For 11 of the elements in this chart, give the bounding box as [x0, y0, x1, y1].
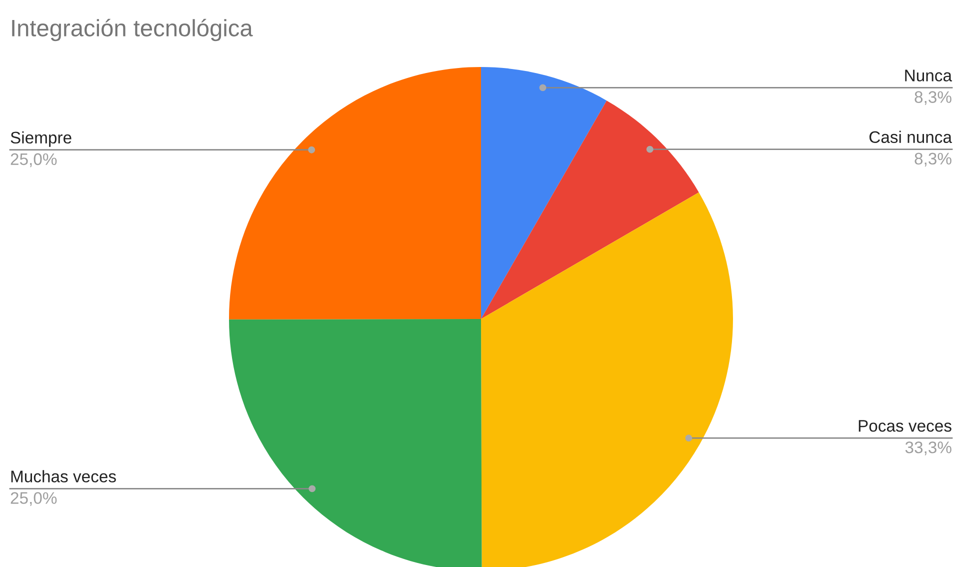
data-label: 25,0%: [10, 492, 57, 506]
data-label: 33,3%: [905, 441, 952, 456]
slice-label: Casi nunca: [869, 130, 952, 144]
data-label: 8,3%: [914, 91, 952, 105]
data-label: 8,3%: [914, 152, 952, 167]
slice-label: Siempre: [10, 131, 72, 147]
data-label: 25,0%: [10, 153, 57, 168]
slice-label: Pocas veces: [858, 420, 952, 432]
slice-label: Nunca: [905, 70, 952, 82]
chart-title: Integración tecnológica: [12, 18, 253, 42]
slice-label: Muchas veces: [11, 470, 116, 482]
